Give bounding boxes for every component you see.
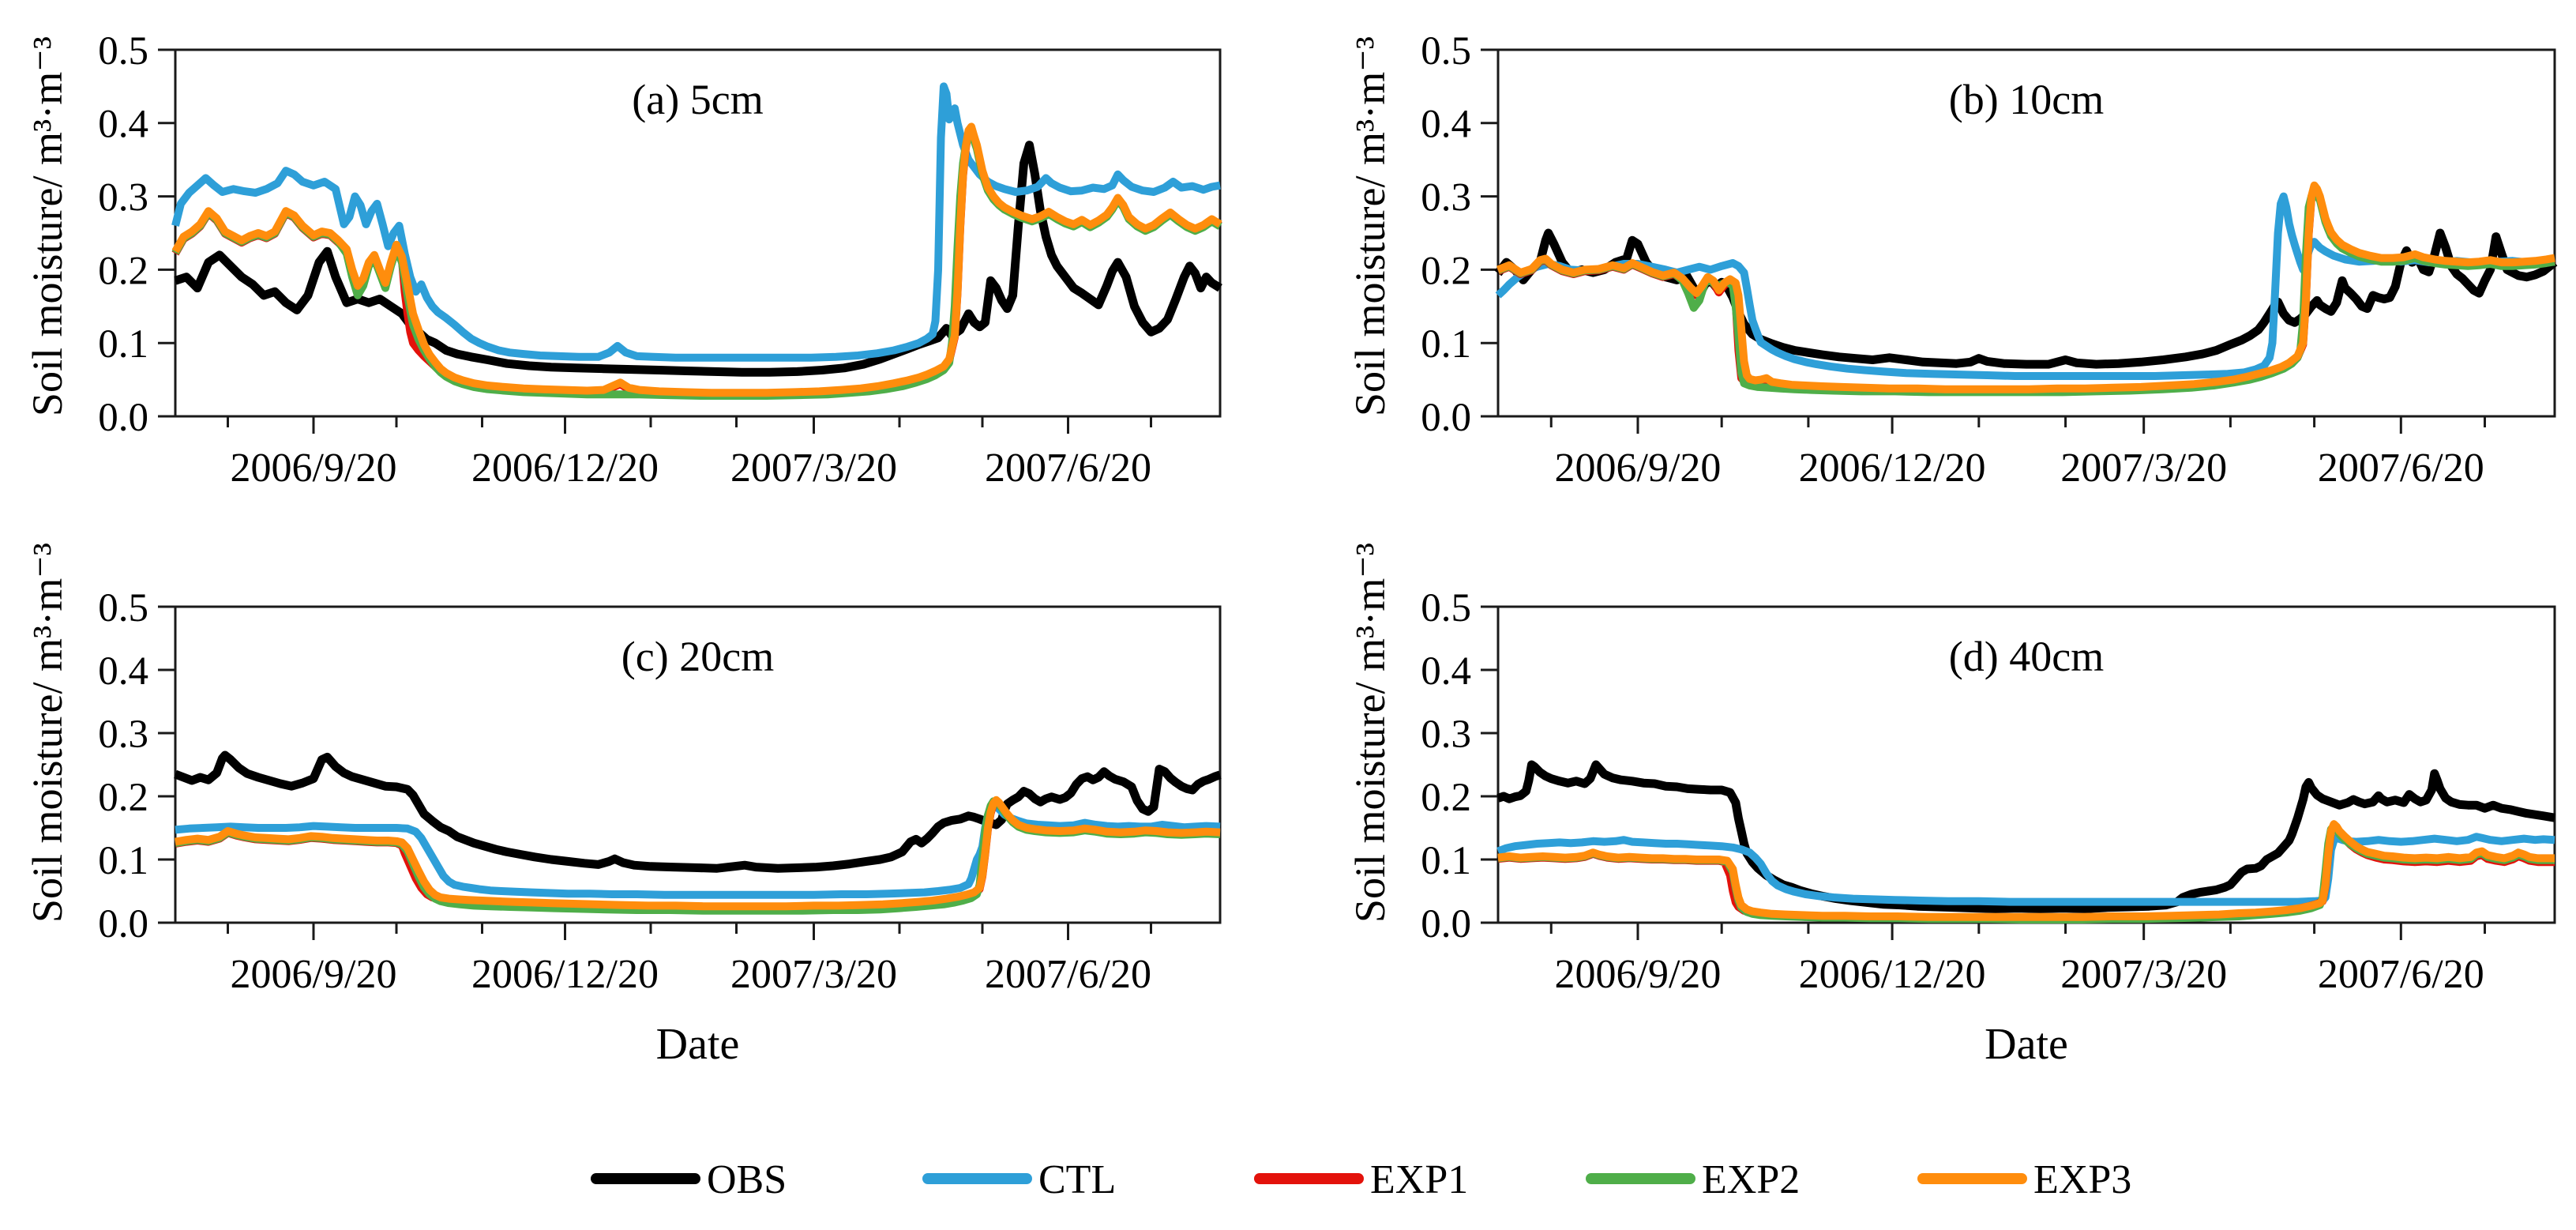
y-tick-label: 0.0 xyxy=(98,902,148,946)
x-tick-label: 2007/3/20 xyxy=(2060,952,2227,997)
y-tick-label: 0.5 xyxy=(98,29,148,73)
x-tick-label: 2006/9/20 xyxy=(231,446,397,491)
plot-frame xyxy=(174,48,1222,418)
y-tick-label: 0.5 xyxy=(1421,586,1471,630)
legend-label-EXP1: EXP1 xyxy=(1370,1157,1468,1202)
panel-title-d: (d) 40cm xyxy=(1948,633,2105,680)
x-tick-label: 2006/12/20 xyxy=(471,446,659,491)
y-axis-label-c: Soil moisture/ m³·m⁻³ xyxy=(24,543,71,923)
legend-item-EXP2: EXP2 xyxy=(1586,1157,1800,1202)
x-tick-label: 2007/3/20 xyxy=(730,446,897,491)
y-tick-label: 0.4 xyxy=(1421,649,1471,694)
x-tick-label: 2006/12/20 xyxy=(1799,446,1986,491)
x-tick-label: 2006/12/20 xyxy=(471,952,659,997)
y-tick-label: 0.4 xyxy=(1421,103,1471,147)
y-axis-label-d: Soil moisture/ m³·m⁻³ xyxy=(1346,543,1394,923)
series-OBS-line xyxy=(1494,228,2558,369)
x-tick-label: 2007/6/20 xyxy=(2318,952,2484,997)
legend-label-EXP2: EXP2 xyxy=(1702,1157,1800,1202)
series-CTL-line xyxy=(171,82,1221,362)
series-OBS-line xyxy=(174,141,1222,377)
panel-title-a: (a) 5cm xyxy=(632,76,764,123)
x-tick-label: 2006/9/20 xyxy=(1555,446,1722,491)
y-tick-label: 0.2 xyxy=(1421,249,1471,293)
legend: OBS CTL EXP1 EXP2 EXP3 xyxy=(591,1157,2131,1202)
y-tick-label: 0.2 xyxy=(98,249,148,293)
y-tick-label: 0.1 xyxy=(98,322,148,367)
plot-frame xyxy=(174,605,1222,924)
series-EXP3-line xyxy=(1497,820,2555,921)
series-OBS-line xyxy=(1496,760,2555,913)
series-EXP3-line xyxy=(1496,181,2555,393)
y-tick-label: 0.3 xyxy=(1421,175,1471,220)
plot-frame xyxy=(1496,48,2556,418)
legend-item-EXP1: EXP1 xyxy=(1254,1157,1468,1202)
legend-item-OBS: OBS xyxy=(591,1157,787,1202)
panel-a: 0.0 0.1 0.2 0.3 0.4 0.5 2006/9/20 2006/12/20 200… xyxy=(98,29,1222,491)
legend-label-EXP3: EXP3 xyxy=(2033,1157,2131,1202)
y-tick-label: 0.3 xyxy=(1421,713,1471,757)
x-tick-label: 2007/6/20 xyxy=(2318,446,2484,491)
y-tick-label: 0.1 xyxy=(1421,322,1471,367)
y-tick-label: 0.3 xyxy=(98,713,148,757)
x-tick-label: 2006/9/20 xyxy=(231,952,397,997)
x-tick-label: 2007/6/20 xyxy=(985,952,1151,997)
series-OBS-line xyxy=(174,750,1222,873)
y-tick-label: 0.0 xyxy=(98,396,148,440)
y-axis-label-b: Soil moisture/ m³·m⁻³ xyxy=(1346,36,1394,416)
panel-d: 0.0 0.1 0.2 0.3 0.4 0.5 2006/9/20 2006/12/20 200… xyxy=(1421,586,2556,997)
legend-item-EXP3: EXP3 xyxy=(1917,1157,2131,1202)
x-axis-label-d: Date xyxy=(1985,1020,2068,1069)
x-tick-label: 2006/12/20 xyxy=(1799,952,1986,997)
y-tick-label: 0.2 xyxy=(98,776,148,820)
y-tick-label: 0.4 xyxy=(98,649,148,694)
y-tick-label: 0.5 xyxy=(98,586,148,630)
legend-item-CTL: CTL xyxy=(922,1157,1116,1202)
x-tick-label: 2007/3/20 xyxy=(730,952,897,997)
legend-label-CTL: CTL xyxy=(1038,1157,1116,1202)
y-axis-label-a: Soil moisture/ m³·m⁻³ xyxy=(24,36,71,416)
y-tick-label: 0.1 xyxy=(98,839,148,883)
series-CTL-line xyxy=(175,799,1221,899)
series-CTL-line xyxy=(1496,833,2555,906)
panel-title-c: (c) 20cm xyxy=(621,633,775,680)
x-axis-label-c: Date xyxy=(655,1020,740,1069)
y-tick-label: 0.1 xyxy=(1421,839,1471,883)
y-tick-label: 0.0 xyxy=(1421,396,1471,440)
panel-title-b: (b) 10cm xyxy=(1948,76,2105,123)
y-tick-label: 0.4 xyxy=(98,103,148,147)
y-tick-label: 0.3 xyxy=(98,175,148,220)
panel-b: 0.0 0.1 0.2 0.3 0.4 0.5 2006/9/20 2006/12/20 200… xyxy=(1421,29,2558,491)
x-tick-label: 2007/3/20 xyxy=(2060,446,2227,491)
y-tick-label: 0.2 xyxy=(1421,776,1471,820)
y-tick-label: 0.0 xyxy=(1421,902,1471,946)
x-tick-label: 2007/6/20 xyxy=(985,446,1151,491)
y-tick-label: 0.5 xyxy=(1421,29,1471,73)
legend-label-OBS: OBS xyxy=(707,1157,787,1202)
series-EXP3-line xyxy=(175,796,1221,911)
series-EXP3-line xyxy=(171,122,1222,397)
x-tick-label: 2006/9/20 xyxy=(1555,952,1722,997)
panel-c: 0.0 0.1 0.2 0.3 0.4 0.5 2006/9/20 2006/12/20 200… xyxy=(98,586,1222,997)
